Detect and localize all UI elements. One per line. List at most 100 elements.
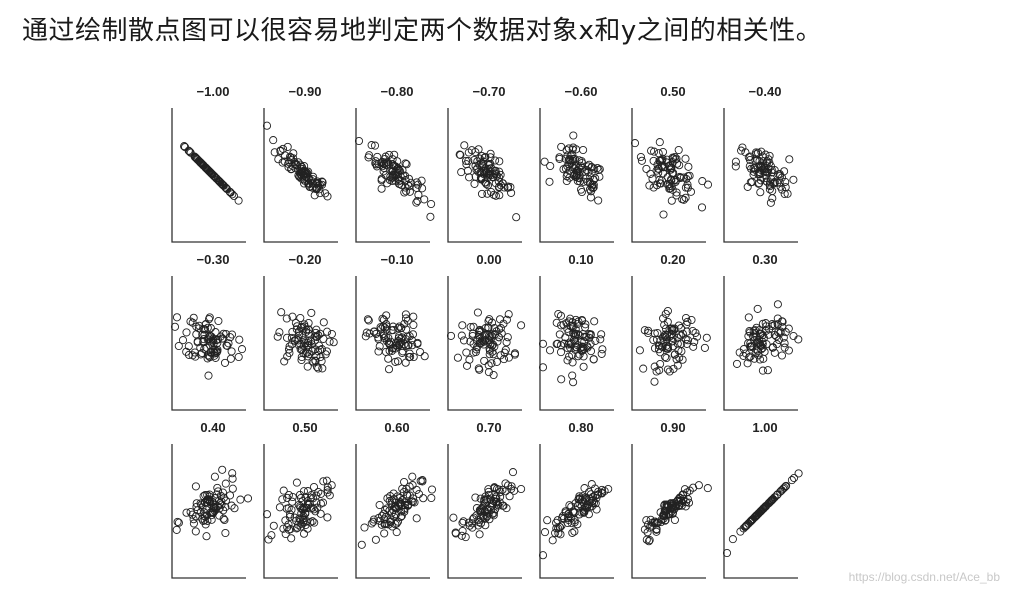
scatter-point [396, 338, 406, 347]
scatter-point [661, 309, 670, 318]
scatter-point [597, 349, 606, 358]
scatter-point [639, 364, 648, 373]
scatter-point [399, 487, 408, 497]
panel-axes [723, 444, 798, 579]
scatter-point [573, 501, 582, 510]
scatter-point [586, 187, 596, 196]
scatter-point [381, 152, 390, 161]
scatter-panel: −0.10 [355, 252, 430, 411]
scatter-point [222, 341, 231, 350]
scatter-point [563, 324, 572, 333]
scatter-point [565, 155, 574, 164]
scatter-point [370, 141, 380, 150]
scatter-point [197, 500, 206, 509]
scatter-point [214, 316, 223, 326]
scatter-point [751, 326, 760, 335]
scatter-point [678, 195, 687, 204]
panel-correlation-label: −0.30 [197, 252, 230, 267]
scatter-point [551, 528, 560, 538]
scatter-point [316, 352, 325, 362]
scatter-panel: −0.80 [354, 84, 436, 243]
panel-correlation-label: −0.60 [565, 84, 598, 99]
scatter-point [768, 495, 777, 504]
scatter-point [755, 179, 764, 188]
scatter-point [211, 353, 220, 362]
scatter-point [665, 184, 674, 193]
scatter-point [490, 342, 499, 351]
scatter-point [388, 155, 397, 164]
scatter-point [403, 180, 412, 189]
scatter-point [655, 138, 664, 147]
scatter-point [691, 328, 700, 337]
panel-correlation-label: 1.00 [752, 420, 777, 435]
scatter-point [408, 494, 418, 503]
scatter-point [201, 512, 210, 521]
scatter-point [297, 355, 306, 365]
scatter-point [170, 322, 180, 331]
scatter-point [670, 152, 679, 162]
scatter-point [765, 182, 775, 191]
panel-axes [447, 108, 522, 243]
scatter-point [465, 173, 474, 182]
scatter-point [489, 496, 498, 506]
scatter-point [488, 173, 498, 182]
scatter-point [314, 487, 323, 497]
scatter-point [396, 176, 405, 185]
scatter-point [228, 484, 237, 493]
scatter-point [593, 163, 602, 173]
scatter-point [485, 346, 494, 355]
scatter-point [572, 171, 581, 180]
scatter-point [763, 157, 772, 166]
scatter-point [581, 320, 590, 329]
scatter-point [661, 324, 671, 333]
scatter-point [304, 500, 313, 510]
scatter-point [427, 485, 437, 494]
panel-axes [263, 276, 338, 411]
scatter-point [198, 348, 207, 358]
scatter-point [308, 503, 317, 512]
scatter-point [585, 160, 594, 169]
scatter-point [773, 320, 782, 329]
scatter-point [476, 494, 485, 503]
scatter-point [563, 169, 572, 178]
scatter-point [565, 317, 574, 326]
scatter-point [759, 333, 768, 343]
scatter-point [277, 308, 286, 317]
scatter-point [580, 484, 589, 493]
scatter-point [687, 315, 696, 325]
scatter-point [322, 476, 331, 485]
scatter-point [488, 510, 497, 519]
scatter-point [675, 330, 684, 339]
scatter-point [205, 331, 214, 340]
scatter-point [306, 518, 315, 527]
scatter-point [555, 330, 564, 339]
scatter-point [314, 364, 323, 373]
scatter-point [545, 177, 554, 186]
panel-axes [263, 108, 338, 243]
scatter-point [789, 331, 798, 341]
scatter-point [666, 163, 675, 173]
scatter-point [476, 334, 485, 343]
scatter-point [413, 180, 423, 189]
panel-correlation-label: −1.00 [197, 84, 230, 99]
scatter-point [495, 157, 504, 166]
scatter-point [681, 183, 690, 192]
scatter-point [672, 355, 681, 364]
scatter-point [489, 370, 498, 380]
scatter-point [669, 503, 678, 512]
scatter-point [172, 313, 182, 322]
scatter-point [765, 325, 774, 334]
panel-correlation-label: −0.10 [381, 252, 414, 267]
scatter-point [174, 341, 183, 351]
scatter-panel: 0.40 [171, 420, 253, 579]
scatter-point [504, 310, 513, 319]
scatter-point [675, 161, 684, 170]
scatter-point [757, 161, 766, 170]
scatter-point [292, 335, 301, 344]
scatter-point [377, 324, 386, 333]
scatter-point [227, 330, 237, 339]
scatter-point [294, 500, 303, 510]
scatter-point [594, 487, 603, 496]
scatter-panel: 0.70 [447, 420, 526, 579]
scatter-point [485, 331, 494, 340]
